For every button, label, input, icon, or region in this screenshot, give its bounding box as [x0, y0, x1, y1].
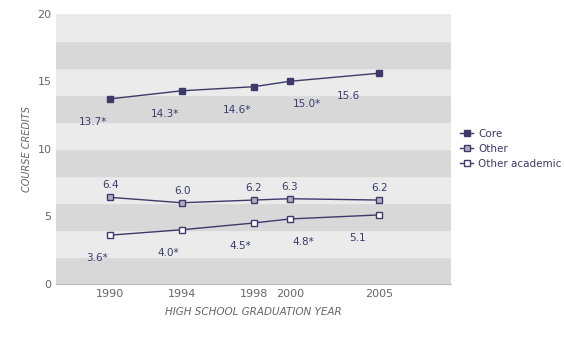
- Bar: [56, 257, 451, 284]
- Text: 6.4: 6.4: [102, 180, 118, 190]
- Text: 4.5*: 4.5*: [230, 241, 251, 251]
- X-axis label: HIGH SCHOOL GRADUATION YEAR: HIGH SCHOOL GRADUATION YEAR: [165, 307, 342, 317]
- Text: 6.2: 6.2: [371, 183, 387, 193]
- Text: 4.0*: 4.0*: [157, 248, 179, 258]
- Bar: [56, 176, 451, 203]
- Text: 13.7*: 13.7*: [79, 117, 108, 127]
- Text: 3.6*: 3.6*: [86, 253, 108, 263]
- Bar: [56, 122, 451, 149]
- Y-axis label: COURSE CREDITS: COURSE CREDITS: [22, 106, 32, 192]
- Bar: [56, 203, 451, 230]
- Text: 14.6*: 14.6*: [223, 105, 251, 115]
- Bar: [56, 95, 451, 122]
- Bar: [56, 149, 451, 176]
- Legend: Core, Other, Other academic: Core, Other, Other academic: [460, 129, 561, 169]
- Text: 14.3*: 14.3*: [151, 109, 179, 119]
- Bar: [56, 230, 451, 257]
- Text: 6.3: 6.3: [281, 182, 298, 192]
- Bar: [56, 14, 451, 41]
- Bar: [56, 68, 451, 95]
- Bar: [56, 41, 451, 68]
- Text: 4.8*: 4.8*: [293, 237, 314, 247]
- Text: 15.0*: 15.0*: [293, 99, 321, 109]
- Text: 5.1: 5.1: [349, 233, 365, 243]
- Text: 6.0: 6.0: [174, 186, 190, 196]
- Text: 15.6: 15.6: [337, 91, 360, 101]
- Text: 6.2: 6.2: [245, 183, 262, 193]
